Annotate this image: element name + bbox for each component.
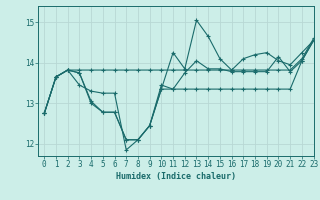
X-axis label: Humidex (Indice chaleur): Humidex (Indice chaleur)	[116, 172, 236, 181]
